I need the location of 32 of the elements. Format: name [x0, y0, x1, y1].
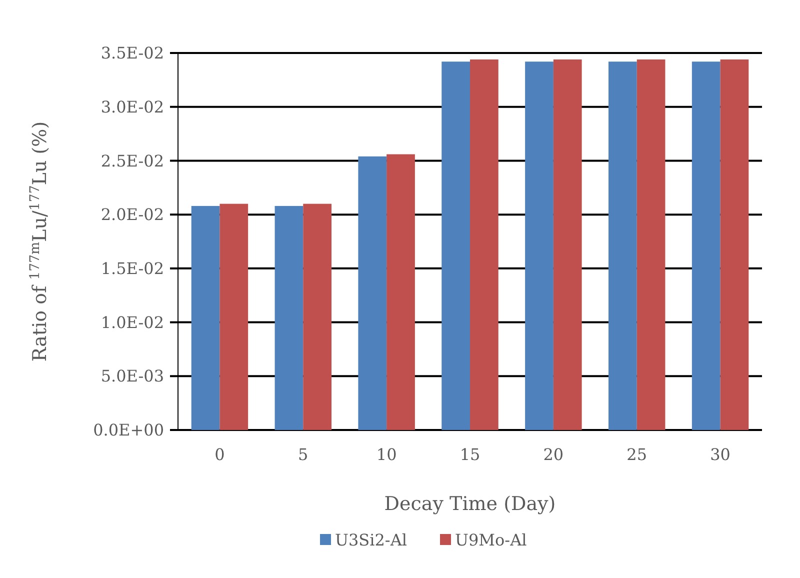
x-tick-label: 15 — [460, 445, 480, 464]
legend-label: U9Mo-Al — [455, 530, 527, 550]
bar — [442, 62, 470, 430]
bar — [386, 154, 415, 430]
bar — [303, 204, 332, 430]
bar — [692, 62, 720, 430]
x-axis-title: Decay Time (Day) — [384, 493, 556, 515]
x-tick-label: 30 — [710, 445, 730, 464]
x-tick-label: 5 — [298, 445, 308, 464]
bar — [553, 59, 582, 430]
bar — [470, 59, 498, 430]
x-tick-label: 20 — [543, 445, 564, 464]
y-tick-label: 0.0E+00 — [93, 420, 164, 440]
y-tick-label: 1.0E-02 — [100, 312, 164, 332]
bar — [274, 206, 304, 430]
bar — [608, 62, 637, 430]
x-tick-label: 10 — [376, 445, 397, 464]
bar — [720, 59, 749, 430]
y-tick-label: 3.5E-02 — [100, 44, 164, 63]
legend-label: U3Si2-Al — [335, 530, 407, 550]
y-tick-label: 3.0E-02 — [100, 97, 164, 116]
x-tick-label: 25 — [626, 445, 648, 464]
bar — [358, 156, 387, 430]
y-tick-label: 1.5E-02 — [100, 259, 164, 278]
bar — [525, 62, 554, 430]
bar — [220, 204, 248, 430]
y-tick-label: 5.0E-03 — [100, 366, 164, 386]
y-tick-label: 2.5E-02 — [100, 151, 164, 170]
y-tick-label: 2.0E-02 — [100, 205, 164, 224]
bar — [191, 206, 220, 430]
bar — [636, 59, 666, 430]
x-tick-label: 0 — [214, 445, 225, 464]
